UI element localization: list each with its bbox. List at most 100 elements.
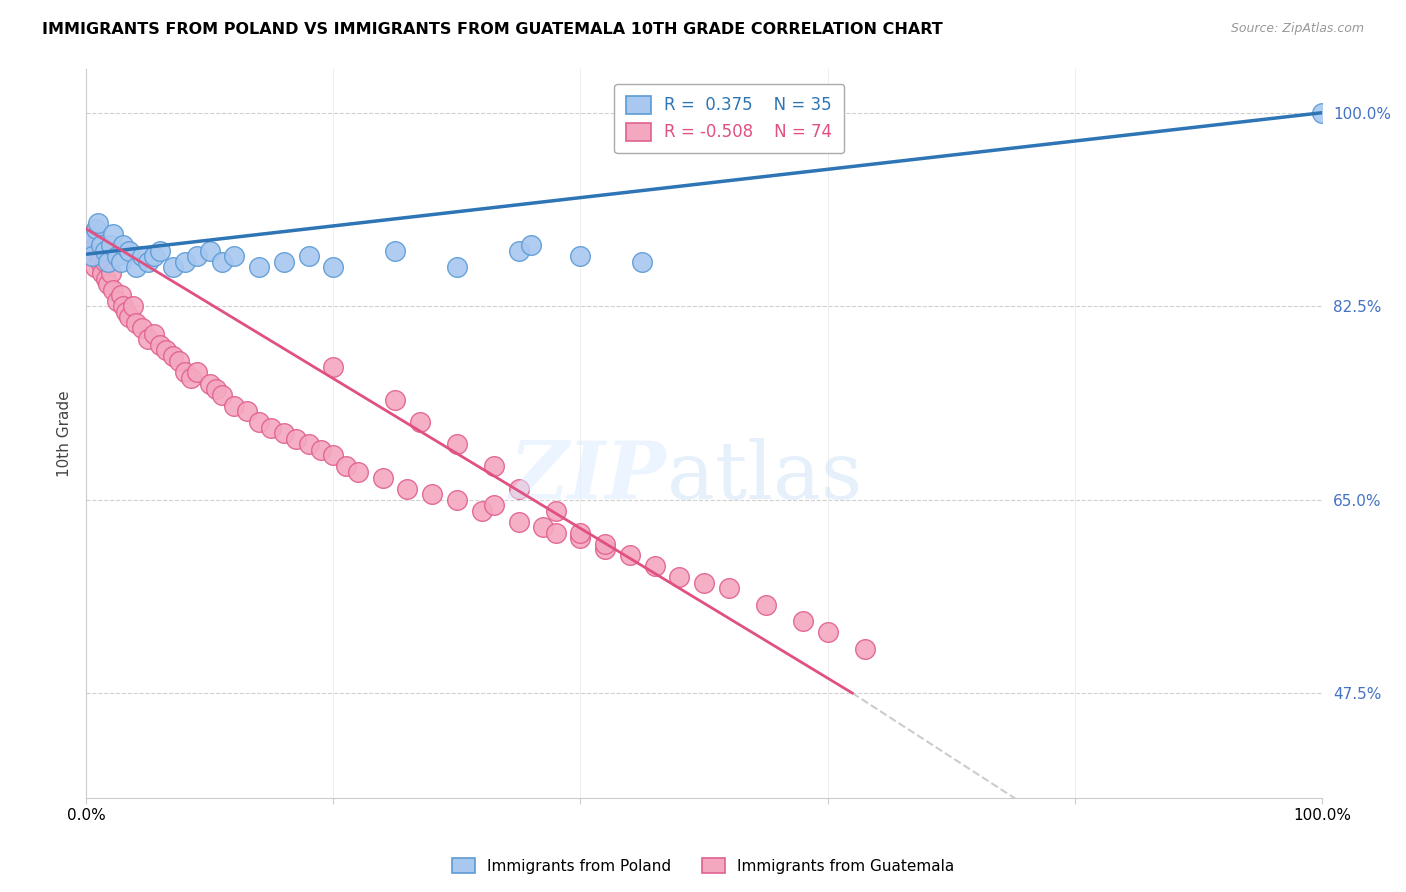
Point bbox=[162, 349, 184, 363]
Point bbox=[309, 442, 332, 457]
Point bbox=[322, 359, 344, 374]
Point bbox=[508, 244, 530, 258]
Point bbox=[103, 227, 125, 242]
Point bbox=[90, 238, 112, 252]
Point bbox=[420, 487, 443, 501]
Point bbox=[668, 570, 690, 584]
Point bbox=[792, 614, 814, 628]
Point bbox=[136, 332, 159, 346]
Point bbox=[91, 266, 114, 280]
Point bbox=[569, 249, 592, 263]
Point bbox=[755, 598, 778, 612]
Y-axis label: 10th Grade: 10th Grade bbox=[58, 390, 72, 476]
Point bbox=[124, 316, 146, 330]
Point bbox=[508, 515, 530, 529]
Point bbox=[409, 415, 432, 429]
Point bbox=[105, 293, 128, 308]
Point bbox=[817, 625, 839, 640]
Point bbox=[631, 255, 654, 269]
Text: Source: ZipAtlas.com: Source: ZipAtlas.com bbox=[1230, 22, 1364, 36]
Point bbox=[508, 482, 530, 496]
Point bbox=[79, 233, 101, 247]
Point bbox=[198, 376, 221, 391]
Point bbox=[143, 249, 166, 263]
Point bbox=[273, 426, 295, 441]
Point bbox=[544, 525, 567, 540]
Point bbox=[79, 233, 101, 247]
Point bbox=[224, 249, 246, 263]
Point bbox=[110, 255, 132, 269]
Point bbox=[717, 581, 740, 595]
Point bbox=[186, 249, 208, 263]
Point bbox=[446, 492, 468, 507]
Point bbox=[103, 283, 125, 297]
Point bbox=[112, 238, 135, 252]
Point bbox=[322, 449, 344, 463]
Point bbox=[619, 548, 641, 562]
Point bbox=[155, 343, 177, 358]
Point bbox=[94, 271, 117, 285]
Point bbox=[384, 393, 406, 408]
Point bbox=[446, 437, 468, 451]
Point bbox=[853, 641, 876, 656]
Point bbox=[186, 366, 208, 380]
Point bbox=[118, 244, 141, 258]
Point bbox=[273, 255, 295, 269]
Point bbox=[105, 249, 128, 263]
Point bbox=[396, 482, 419, 496]
Point bbox=[371, 470, 394, 484]
Legend: R =  0.375    N = 35, R = -0.508    N = 74: R = 0.375 N = 35, R = -0.508 N = 74 bbox=[614, 84, 844, 153]
Point bbox=[593, 542, 616, 557]
Point bbox=[470, 503, 492, 517]
Point bbox=[110, 288, 132, 302]
Point bbox=[1310, 105, 1333, 120]
Point bbox=[97, 277, 120, 291]
Text: ZIP: ZIP bbox=[510, 438, 666, 516]
Point bbox=[482, 459, 505, 474]
Point bbox=[93, 255, 115, 269]
Point bbox=[593, 537, 616, 551]
Point bbox=[143, 326, 166, 341]
Point bbox=[87, 216, 110, 230]
Point bbox=[90, 249, 112, 263]
Point bbox=[347, 465, 370, 479]
Point bbox=[520, 238, 543, 252]
Point bbox=[87, 244, 110, 258]
Point bbox=[82, 227, 104, 242]
Point bbox=[260, 421, 283, 435]
Point bbox=[297, 249, 319, 263]
Point bbox=[112, 299, 135, 313]
Point bbox=[531, 520, 554, 534]
Point bbox=[162, 260, 184, 275]
Point bbox=[136, 255, 159, 269]
Point bbox=[384, 244, 406, 258]
Point bbox=[644, 558, 666, 573]
Point bbox=[205, 382, 228, 396]
Point bbox=[124, 260, 146, 275]
Point bbox=[180, 371, 202, 385]
Point bbox=[89, 255, 111, 269]
Point bbox=[569, 531, 592, 545]
Point bbox=[114, 304, 136, 318]
Point bbox=[693, 575, 716, 590]
Point bbox=[198, 244, 221, 258]
Point bbox=[235, 404, 257, 418]
Point bbox=[211, 387, 233, 401]
Point bbox=[118, 310, 141, 325]
Point bbox=[167, 354, 190, 368]
Point bbox=[149, 338, 172, 352]
Point bbox=[446, 260, 468, 275]
Point bbox=[569, 525, 592, 540]
Legend: Immigrants from Poland, Immigrants from Guatemala: Immigrants from Poland, Immigrants from … bbox=[446, 852, 960, 880]
Point bbox=[100, 238, 122, 252]
Point bbox=[97, 255, 120, 269]
Point bbox=[82, 249, 104, 263]
Point bbox=[335, 459, 357, 474]
Point bbox=[211, 255, 233, 269]
Point bbox=[122, 299, 145, 313]
Point bbox=[224, 399, 246, 413]
Point bbox=[482, 498, 505, 512]
Point bbox=[84, 238, 107, 252]
Text: IMMIGRANTS FROM POLAND VS IMMIGRANTS FROM GUATEMALA 10TH GRADE CORRELATION CHART: IMMIGRANTS FROM POLAND VS IMMIGRANTS FRO… bbox=[42, 22, 943, 37]
Point bbox=[322, 260, 344, 275]
